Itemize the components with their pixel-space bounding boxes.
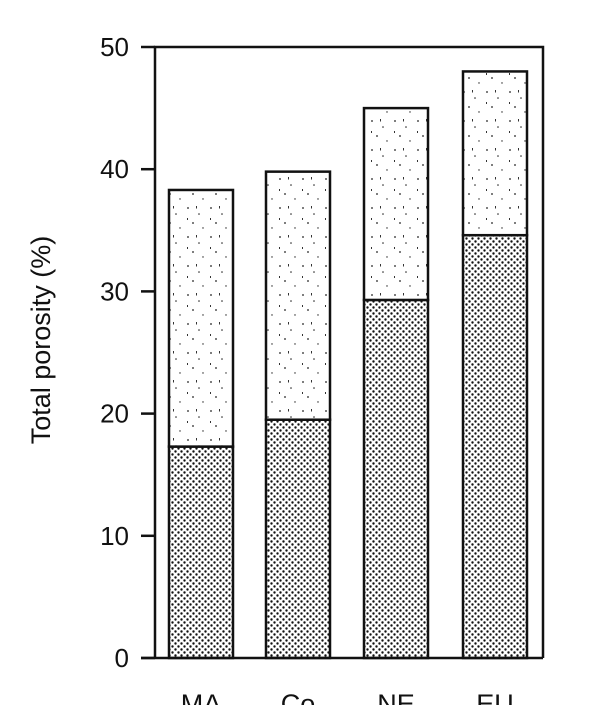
y-tick-label: 0 bbox=[115, 643, 129, 673]
bar-segment-lower bbox=[362, 298, 430, 660]
bar-segment-upper bbox=[167, 188, 235, 448]
x-category-label: MA bbox=[181, 689, 222, 705]
bar-segment-lower bbox=[461, 233, 529, 660]
y-tick-label: 30 bbox=[100, 276, 129, 306]
bar-segment-upper bbox=[264, 170, 332, 421]
plot-area: 0 10 20 30 40 50 MA Co NE EU bbox=[100, 32, 545, 705]
y-tick-label: 10 bbox=[100, 521, 129, 551]
y-axis-title: Total porosity (%) bbox=[26, 236, 56, 445]
y-tick-label: 50 bbox=[100, 32, 129, 62]
y-tick-label: 40 bbox=[100, 154, 129, 184]
plot-frame bbox=[153, 45, 545, 658]
y-tick-label: 20 bbox=[100, 399, 129, 429]
bar-segment-upper bbox=[461, 70, 529, 237]
bar-segment-upper bbox=[362, 106, 430, 302]
bar-segment-lower bbox=[264, 418, 332, 660]
x-category-label: NE bbox=[377, 689, 415, 705]
x-category-label: EU bbox=[476, 689, 514, 705]
x-category-label: Co bbox=[281, 689, 316, 705]
bar-segment-lower bbox=[167, 445, 235, 660]
